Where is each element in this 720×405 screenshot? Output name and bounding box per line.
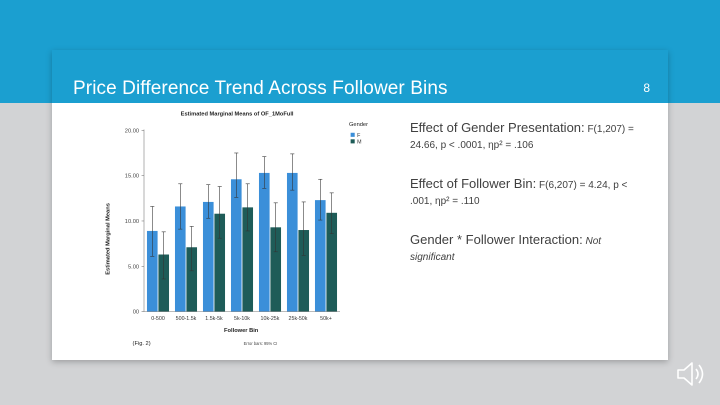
slide-header: Price Difference Trend Across Follower B… xyxy=(52,50,668,103)
bar-M-3 xyxy=(242,207,254,312)
y-tick-label: 10.00 xyxy=(125,219,139,225)
finding-interaction-stat2: significant xyxy=(410,252,455,263)
x-tick-label: 0-500 xyxy=(151,316,165,322)
fig-label: (Fig. 2) xyxy=(133,341,151,347)
y-tick-label: 00 xyxy=(133,310,139,316)
bars-group xyxy=(146,152,338,312)
slide-number: 8 xyxy=(643,81,650,95)
finding-follower-stat2: .001, ηp² = .110 xyxy=(410,196,480,207)
bar-F-5 xyxy=(286,172,298,312)
findings-list: Effect of Gender Presentation: F(1,207) … xyxy=(410,120,668,288)
x-tick-label: 500-1.5k xyxy=(176,316,197,322)
finding-gender-stat1: F(1,207) = xyxy=(587,124,634,135)
legend-title: Gender xyxy=(349,122,368,128)
bar-M-5 xyxy=(298,230,310,312)
bar-M-0 xyxy=(158,254,170,312)
y-axis-label: Estimated Marginal Means xyxy=(106,203,112,275)
legend-label-M: M xyxy=(357,139,361,145)
x-tick-label: 5k-10k xyxy=(234,316,250,322)
x-tick-label: 50k+ xyxy=(320,316,332,322)
speaker-icon[interactable] xyxy=(674,358,710,390)
bar-M-1 xyxy=(186,247,198,312)
bar-M-2 xyxy=(214,213,226,312)
x-axis-label: Follower Bin xyxy=(224,328,259,334)
x-axis-ticks: 0-500 500-1.5k 1.5k-5k 5k-10k 10k-25k 25k-50k… xyxy=(151,316,332,322)
finding-gender-stat2: 24.66, p < .0001, ηp² = .106 xyxy=(410,140,534,151)
finding-follower: Effect of Follower Bin: F(6,207) = 4.24,… xyxy=(410,176,668,210)
finding-interaction-head: Gender * Follower Interaction: xyxy=(410,232,583,247)
slide-title: Price Difference Trend Across Follower B… xyxy=(73,78,448,99)
bar-M-4 xyxy=(270,227,282,312)
legend-swatch-F xyxy=(350,132,355,137)
bar-F-3 xyxy=(230,179,242,312)
legend-swatch-M xyxy=(350,139,355,144)
bar-M-6 xyxy=(326,212,338,312)
chart-footnote: Error bars: 95% CI xyxy=(244,341,278,346)
y-tick-label: 5.00 xyxy=(128,264,139,270)
finding-gender-head: Effect of Gender Presentation: xyxy=(410,120,585,135)
y-tick-label: 15.00 xyxy=(125,174,139,180)
y-axis-ticks: 00 5.00 10.00 15.00 20.00 xyxy=(125,128,144,316)
bar-F-4 xyxy=(258,172,270,312)
chart-title: Estimated Marginal Means of OF_1MoFull xyxy=(181,112,294,118)
y-tick-label: 20.00 xyxy=(125,128,139,134)
finding-follower-head: Effect of Follower Bin: xyxy=(410,176,537,191)
bar-F-0 xyxy=(146,230,158,312)
bar-chart: Estimated Marginal Means of OF_1MoFull E… xyxy=(106,112,368,347)
x-tick-label: 25k-50k xyxy=(289,316,308,322)
finding-interaction: Gender * Follower Interaction: Not signi… xyxy=(410,232,668,266)
legend: FM xyxy=(350,132,362,145)
finding-gender: Effect of Gender Presentation: F(1,207) … xyxy=(410,120,668,154)
slide-card: Price Difference Trend Across Follower B… xyxy=(52,50,668,360)
finding-follower-stat1: F(6,207) = 4.24, p < xyxy=(539,180,628,191)
legend-label-F: F xyxy=(357,133,361,139)
bar-F-2 xyxy=(202,201,214,312)
x-tick-label: 1.5k-5k xyxy=(205,316,223,322)
finding-interaction-stat1: Not xyxy=(585,236,602,247)
x-tick-label: 10k-25k xyxy=(261,316,280,322)
bar-F-6 xyxy=(314,200,326,312)
bar-F-1 xyxy=(174,206,186,312)
